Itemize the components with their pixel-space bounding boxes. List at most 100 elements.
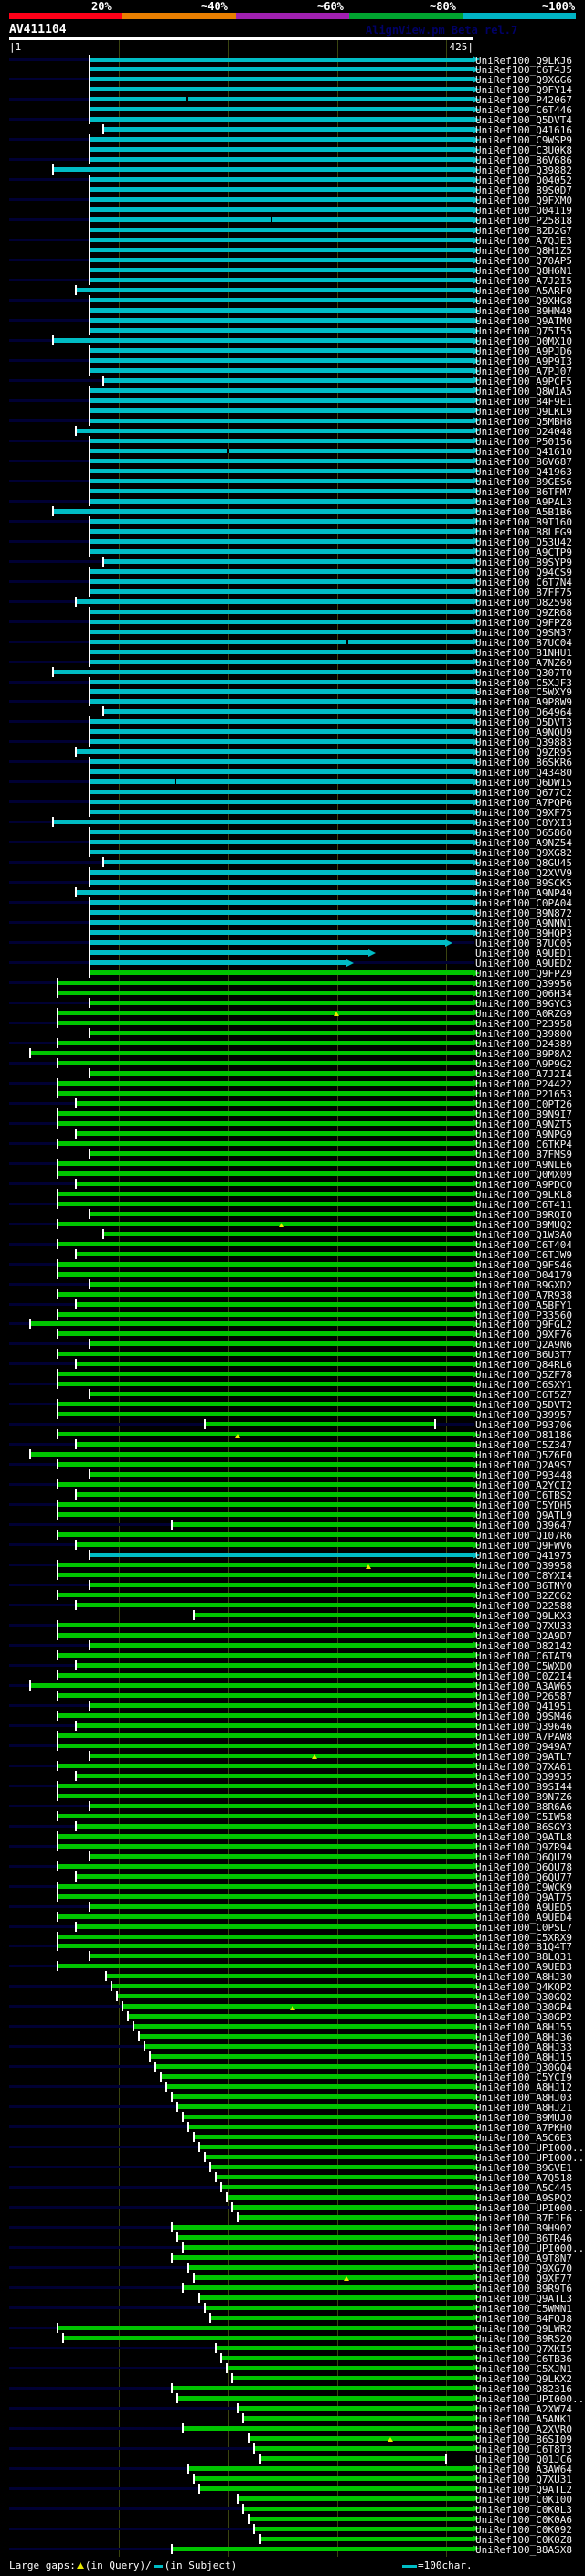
subject-id-label[interactable]: UniRef100_Q5ZF78 (475, 1369, 572, 1382)
subject-id-label[interactable]: UniRef100_Q9XG82 (475, 847, 572, 860)
alignment-bar[interactable] (194, 2475, 473, 2481)
subject-id-label[interactable]: UniRef100_A9UED1 (475, 948, 572, 960)
alignment-bar[interactable] (57, 1432, 473, 1437)
subject-id-label[interactable]: UniRef100_A7NZ69 (475, 656, 572, 669)
subject-id-label[interactable]: UniRef100_Q9FGL2 (475, 1319, 572, 1331)
alignment-bar[interactable] (75, 1662, 473, 1668)
alignment-bar[interactable] (102, 709, 473, 715)
alignment-bar[interactable] (75, 288, 473, 293)
subject-id-label[interactable]: UniRef100_C0Z2I4 (475, 1670, 572, 1682)
subject-id-label[interactable]: UniRef100_Q9ZR68 (475, 606, 572, 619)
alignment-bar[interactable] (237, 2405, 473, 2411)
alignment-bar[interactable] (52, 508, 473, 514)
alignment-bar[interactable] (57, 1372, 473, 1377)
subject-id-label[interactable]: UniRef100_B9H902 (475, 2222, 572, 2235)
alignment-bar[interactable] (90, 318, 473, 323)
subject-id-label[interactable]: UniRef100_A2YCI2 (475, 1479, 572, 1492)
subject-id-label[interactable]: UniRef100_B9R9T6 (475, 2282, 572, 2295)
subject-id-label[interactable]: UniRef100_Q9FS46 (475, 1258, 572, 1271)
alignment-bar[interactable] (188, 2465, 473, 2471)
alignment-bar[interactable] (90, 609, 473, 614)
alignment-bar[interactable] (57, 1412, 473, 1417)
alignment-bar[interactable] (112, 1984, 473, 1989)
alignment-bar[interactable] (57, 1743, 473, 1748)
subject-id-label[interactable]: UniRef100_B9HM49 (475, 305, 572, 318)
alignment-bar[interactable] (90, 1211, 473, 1216)
alignment-bar[interactable] (90, 568, 473, 574)
subject-id-label[interactable]: UniRef100_C3U0K8 (475, 144, 572, 157)
subject-id-label[interactable]: UniRef100_A5B1B6 (475, 505, 572, 518)
alignment-bar[interactable] (57, 1482, 473, 1488)
subject-id-label[interactable]: UniRef100_UPI000.. (475, 2152, 585, 2165)
alignment-bar[interactable] (194, 1613, 473, 1618)
subject-id-label[interactable]: UniRef100_Q9LKX2 (475, 2372, 572, 2385)
subject-id-label[interactable]: UniRef100_Q70AP5 (475, 255, 572, 268)
alignment-bar[interactable] (177, 2395, 473, 2401)
subject-id-label[interactable]: UniRef100_Q39647 (475, 1520, 572, 1532)
alignment-bar[interactable] (90, 900, 473, 906)
alignment-bar[interactable] (90, 1392, 473, 1397)
alignment-bar[interactable] (194, 2135, 473, 2140)
alignment-bar[interactable] (57, 1120, 473, 1126)
subject-id-label[interactable]: UniRef100_A0RZG9 (475, 1007, 572, 1020)
alignment-bar[interactable] (52, 338, 473, 344)
alignment-bar[interactable] (90, 368, 473, 373)
subject-id-label[interactable]: UniRef100_B6V687 (475, 455, 572, 468)
alignment-bar[interactable] (90, 498, 473, 504)
alignment-bar[interactable] (177, 2235, 473, 2241)
alignment-bar[interactable] (57, 1843, 473, 1849)
alignment-bar[interactable] (172, 1522, 473, 1528)
alignment-bar[interactable] (90, 830, 473, 835)
subject-id-label[interactable]: UniRef100_Q9FXM0 (475, 195, 572, 207)
alignment-bar[interactable] (90, 137, 473, 143)
subject-id-label[interactable]: UniRef100_O24389 (475, 1037, 572, 1050)
subject-id-label[interactable]: UniRef100_A9P9I3 (475, 355, 572, 368)
alignment-bar[interactable] (210, 2165, 473, 2170)
alignment-bar[interactable] (177, 2104, 473, 2110)
subject-id-label[interactable]: UniRef100_Q7XU33 (475, 1620, 572, 1632)
subject-id-label[interactable]: UniRef100_B2D2G7 (475, 225, 572, 238)
subject-id-label[interactable]: UniRef100_Q5DVT4 (475, 114, 572, 127)
alignment-bar[interactable] (199, 2145, 473, 2150)
alignment-bar[interactable] (90, 438, 473, 443)
alignment-bar[interactable] (57, 1563, 473, 1568)
alignment-bar[interactable] (102, 860, 473, 865)
alignment-bar[interactable] (57, 2325, 473, 2330)
subject-id-label[interactable]: UniRef100_A3AW65 (475, 1680, 572, 1692)
alignment-bar[interactable] (90, 528, 473, 534)
subject-id-label[interactable]: UniRef100_A9PCF5 (475, 375, 572, 387)
alignment-bar[interactable] (57, 1382, 473, 1387)
alignment-bar[interactable] (90, 1853, 473, 1859)
alignment-bar[interactable] (117, 1994, 473, 1999)
subject-id-label[interactable]: UniRef100_A2XW74 (475, 2402, 572, 2415)
alignment-bar[interactable] (75, 1492, 473, 1498)
subject-id-label[interactable]: UniRef100_Q9ATL2 (475, 2483, 572, 2496)
subject-id-label[interactable]: UniRef100_O04119 (475, 205, 572, 217)
subject-id-label[interactable]: UniRef100_Q39956 (475, 978, 572, 991)
alignment-bar[interactable] (57, 1863, 473, 1869)
alignment-bar[interactable] (90, 1583, 473, 1588)
subject-id-label[interactable]: UniRef100_Q39800 (475, 1027, 572, 1040)
subject-id-label[interactable]: UniRef100_Q9XF75 (475, 807, 572, 820)
subject-id-label[interactable]: UniRef100_Q7XU31 (475, 2473, 572, 2486)
alignment-bar[interactable] (259, 2536, 473, 2541)
subject-id-label[interactable]: UniRef100_B9T160 (475, 515, 572, 528)
subject-id-label[interactable]: UniRef100_A9UED2 (475, 958, 572, 970)
subject-id-label[interactable]: UniRef100_Q9ATL3 (475, 2292, 572, 2305)
alignment-bar[interactable] (199, 2486, 473, 2491)
alignment-bar[interactable] (57, 1573, 473, 1578)
alignment-bar[interactable] (90, 759, 473, 765)
subject-id-label[interactable]: UniRef100_P50156 (475, 435, 572, 448)
alignment-bar[interactable] (90, 448, 473, 453)
alignment-bar[interactable] (57, 1110, 473, 1116)
alignment-bar[interactable] (57, 1090, 473, 1096)
subject-id-label[interactable]: UniRef100_UPI000.. (475, 2142, 585, 2155)
alignment-bar[interactable] (231, 2205, 473, 2210)
subject-id-label[interactable]: UniRef100_A8HJ30 (475, 1971, 572, 1984)
subject-id-label[interactable]: UniRef100_Q9XF77 (475, 2272, 572, 2284)
subject-id-label[interactable]: UniRef100_A9NQU9 (475, 726, 572, 739)
alignment-bar[interactable] (57, 1221, 473, 1226)
alignment-bar[interactable] (90, 940, 446, 946)
subject-id-label[interactable]: UniRef100_A8HJ15 (475, 2051, 572, 2064)
alignment-bar[interactable] (57, 1402, 473, 1407)
